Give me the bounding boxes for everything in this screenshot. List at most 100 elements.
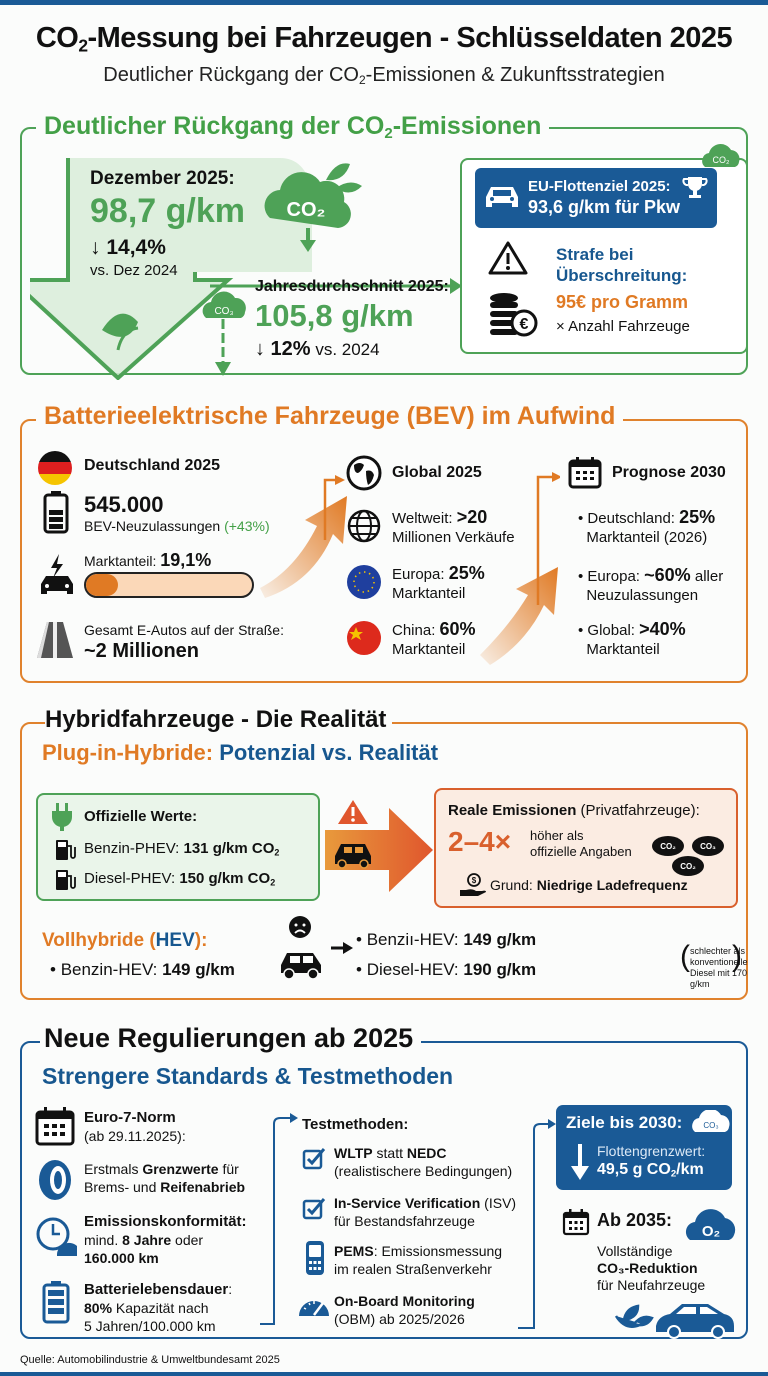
real-emissions-panel [434, 788, 738, 908]
forecast-item-germany: • Deutschland: 25% Marktanteil (2026) [578, 507, 716, 547]
december-label: Dezember 2025: [90, 168, 235, 189]
december-compare: vs. Dez 2024 [90, 262, 178, 279]
svg-text:CO₃: CO₃ [214, 306, 233, 317]
svg-text:CO₂: CO₂ [680, 862, 696, 871]
svg-text:CO₂: CO₂ [713, 155, 731, 165]
global-item-europe: Europa: 25% Marktanteil [392, 563, 485, 603]
co2-clouds-icon: CO₂ CO₃ CO₂ [652, 836, 724, 876]
market-share-progress-bar [84, 572, 254, 598]
calendar-icon [568, 457, 602, 489]
battery-icon [42, 1281, 70, 1324]
clock-speed-icon [36, 1217, 77, 1256]
gauge-icon [299, 1301, 329, 1316]
battery-icon [43, 491, 69, 534]
test-method-obm: On-Board Monitoring (OBM) ab 2025/2026 [334, 1293, 475, 1327]
test-method-isv: In-Service Verification (ISV) für Bestand… [334, 1195, 517, 1229]
real-emissions-multiplier: 2–4× [448, 826, 512, 857]
down-arrow-graphic [30, 158, 460, 380]
eu-flag-icon [347, 565, 381, 599]
full-hybrid-heading: Vollhybride (HEV): [42, 930, 208, 951]
flow-connector-graphic [518, 1119, 556, 1329]
fleet-limit-value: 49,5 g CO2/km [597, 1161, 704, 1180]
section-emissions-title: Deutlicher Rückgang der CO2-Emissionen [36, 112, 550, 142]
note-paren-open: ( [680, 940, 690, 973]
euro7-block: Euro-7-Norm (ab 29.11.2025): [84, 1109, 186, 1144]
section-bev-title: Batterieelektrische Fahrzeuge (BEV) im A… [36, 402, 624, 431]
page-title: CO2-Messung bei Fahrzeugen - Schlüsselda… [35, 22, 733, 56]
full-hybrid-right-item-diesel: • Diesel-HEV: 190 g/km [356, 960, 537, 979]
official-values-heading: Offizielle Werte: [84, 808, 198, 825]
note-paren-close: ) [732, 940, 742, 973]
svg-text:CO₂: CO₂ [660, 842, 676, 851]
section-regulations-subtitle: Strengere Standards & Testmethoden [42, 1063, 454, 1089]
top-accent-bar [0, 0, 768, 5]
growth-arrow-graphic [260, 475, 347, 598]
forecast-item-europe: • Europa: ~60% aller Neuzulassungen [578, 565, 724, 605]
section-hybrid-title: Hybridfahrzeuge - Die Realität [45, 706, 393, 734]
road-ev-label: Gesamt E-Autos auf der Straße: [84, 622, 284, 638]
test-method-pems: PEMS: Emissionsmessung im realen Straßenv… [334, 1243, 503, 1277]
goals-2030-heading: Ziele bis 2030: [566, 1113, 683, 1132]
full-hybrid-note: schlechter als konventionelle Diesel mit … [690, 946, 748, 989]
annual-change: ↓ 12% vs. 2024 [255, 338, 380, 360]
checkbox-icon [302, 1198, 326, 1220]
real-emissions-text: höher als offizielle Angaben [530, 828, 632, 859]
svg-text:CO₃: CO₃ [703, 1121, 718, 1130]
fuel-pump-icon [56, 870, 76, 890]
road-ev-value: ~2 Millionen [84, 640, 200, 662]
svg-text:O₂: O₂ [702, 1223, 720, 1240]
forecast-arrow-graphic [480, 472, 560, 665]
money-hand-icon: $ [460, 873, 486, 896]
forecast-heading: Prognose 2030 [612, 464, 726, 481]
conformity-block: Emissionskonformität: mind. 8 Jahre oder 1… [84, 1213, 247, 1266]
warning-icon [488, 241, 528, 275]
december-change: ↓ 14,4% [90, 236, 166, 259]
co2-badge-icon: CO₂ [702, 144, 740, 167]
from-2035-text: Vollständige CO₃-Reduktion für Neufahrzeug… [597, 1243, 706, 1293]
annual-label: Jahresdurchschnitt 2025: [255, 278, 449, 295]
penalty-title: Strafe bei Überschreitung: [556, 245, 688, 285]
down-arrow-icon [571, 1144, 589, 1180]
fuel-pump-icon [56, 840, 76, 860]
co2-cloud-icon: CO₃ [692, 1110, 730, 1132]
small-co2-cloud-icon: CO₃ [202, 291, 246, 318]
calendar-icon [35, 1107, 75, 1146]
source-note: Quelle: Automobilindustrie & Umweltbunde… [20, 1354, 280, 1366]
calendar-icon [562, 1209, 590, 1236]
eu-target-label: EU-Flottenziel 2025: [528, 178, 671, 195]
page-subtitle: Deutlicher Rückgang der CO2-Emissionen &… [103, 64, 665, 87]
eu-target-value: 93,6 g/km für Pkw [528, 197, 681, 217]
market-share-progress-fill [86, 574, 118, 596]
trophy-icon [682, 177, 708, 198]
penalty-multiplier: × Anzahl Fahrzeuge [556, 318, 690, 335]
china-flag-icon [347, 621, 381, 655]
pems-device-icon [306, 1241, 324, 1275]
december-value: 98,7 g/km [90, 192, 245, 230]
official-values-panel [36, 793, 320, 901]
flow-connector-graphic [260, 1113, 298, 1325]
globe-grid-icon [347, 509, 381, 543]
global-item-worldwide: Weltweit: >20 Millionen Verkäufe [392, 507, 515, 547]
germany-heading: Deutschland 2025 [84, 457, 221, 474]
bev-registrations-label: BEV-Neuzulassungen (+43%) [84, 518, 270, 534]
annual-value: 105,8 g/km [255, 298, 414, 333]
test-methods-heading: Testmethoden: [302, 1116, 409, 1133]
forecast-item-global: • Global: >40% Marktanteil [578, 619, 686, 659]
car-icon [486, 187, 518, 207]
svg-text:CO₃: CO₃ [700, 842, 716, 851]
real-emissions-reason: Grund: Niedrige Ladefrequenz [490, 877, 688, 893]
market-share-label: Marktanteil: 19,1% [84, 550, 212, 570]
plug-icon [52, 803, 72, 831]
electric-car-icon [41, 554, 73, 594]
fleet-limit-label: Flottengrenzwert: [597, 1143, 706, 1159]
eco-car-icon [614, 1304, 734, 1339]
global-item-china: China: 60% Marktanteil [392, 619, 476, 659]
from-2035-heading: Ab 2035: [597, 1210, 673, 1230]
official-item-diesel: Diesel-PHEV: 150 g/km CO2 [84, 870, 276, 888]
coins-euro-icon: € [490, 293, 538, 337]
co2-cloud-icon: CO₂ [264, 163, 362, 252]
full-hybrid-right-item-benzin: • Benziı-HEV: 149 g/km [356, 930, 537, 949]
checkbox-icon [302, 1148, 326, 1170]
section-hybrid-subtitle: Plug-in-Hybride: Potenzial vs. Realität [42, 740, 439, 765]
penalty-amount: 95€ pro Gramm [556, 292, 689, 312]
